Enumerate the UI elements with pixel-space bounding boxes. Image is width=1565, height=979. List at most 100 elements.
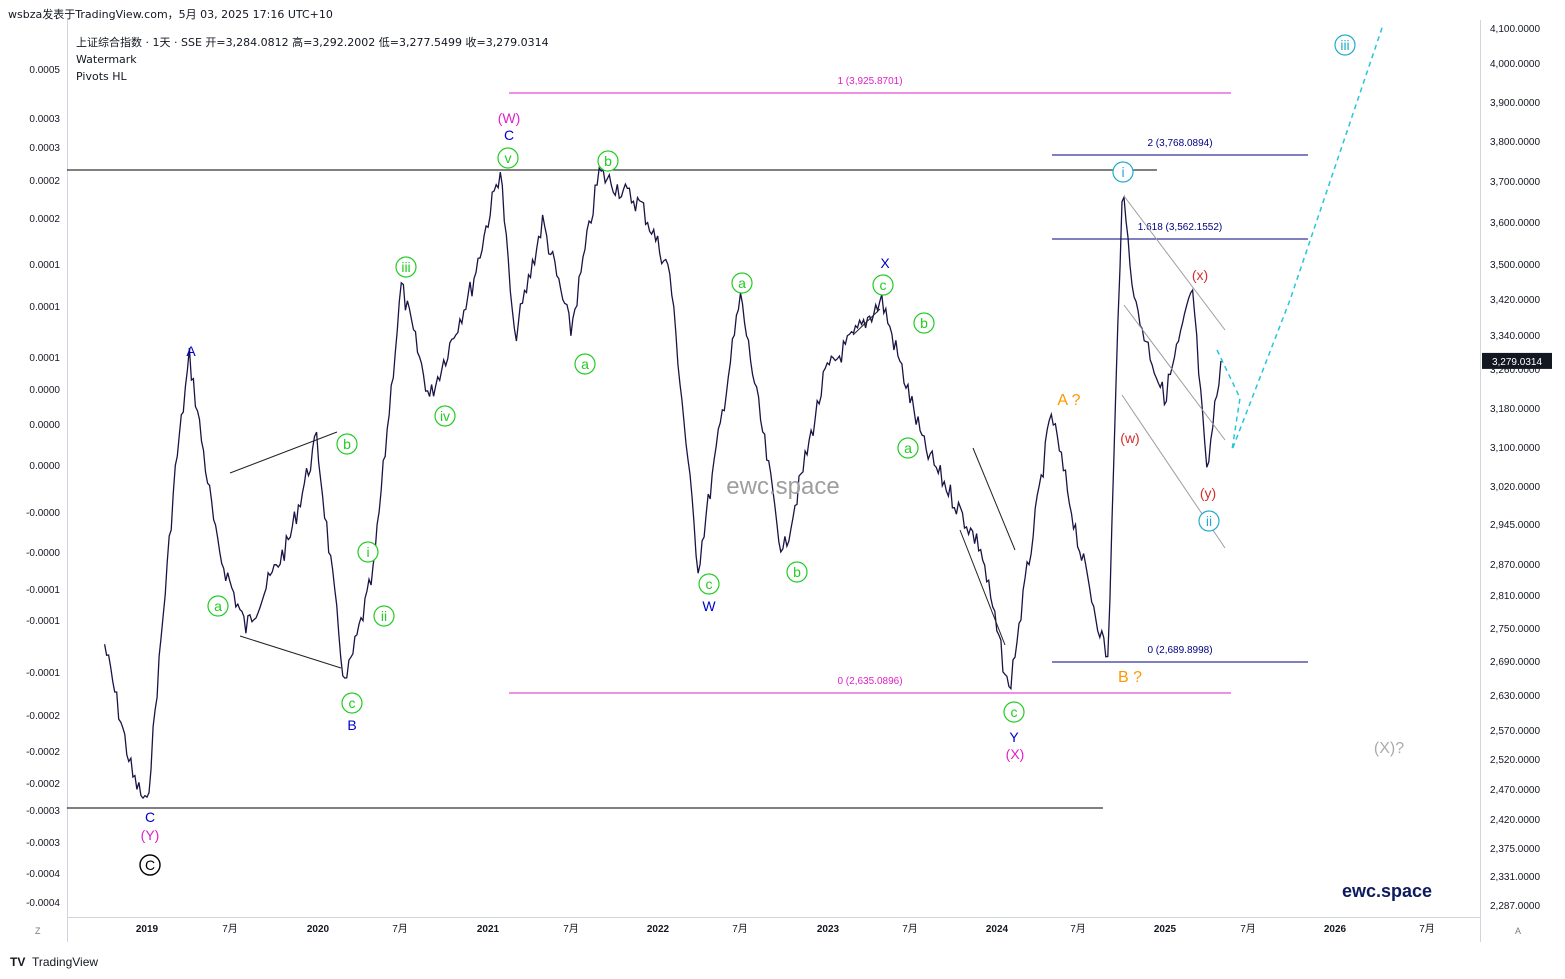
right-tick-label: 2,520.0000 [1490,755,1540,766]
wave-circle [1334,34,1356,56]
trend-line [972,447,1016,551]
projection-path [1216,24,1384,451]
wave-label: (W) [498,110,521,126]
x-tick-label: 7月 [1070,923,1086,935]
x-tick-label: 7月 [1419,923,1435,935]
right-tick-label: 2,287.0000 [1490,901,1540,912]
publish-header: wsbza发表于TradingView.com，5月 03, 2025 17:1… [0,0,1565,21]
tradingview-brand[interactable]: TradingView [32,955,99,969]
time-axis[interactable] [67,917,1480,943]
right-tick-label: 2,945.0000 [1490,520,1540,531]
right-tick-label: 2,690.0000 [1490,657,1540,668]
legend-pivots[interactable]: Pivots HL [76,70,127,83]
left-tick-label: 0.0002 [29,214,60,225]
left-tick-label: -0.0004 [26,869,60,880]
wave-label: a [214,598,222,614]
fib-level-label: 1.618 (3,562.1552) [1138,222,1223,233]
left-tick-label: 0.0001 [29,260,60,271]
wave-circle [336,433,358,455]
symbol-ohlc[interactable]: 上证综合指数 · 1天 · SSE 开=3,284.0812 高=3,292.2… [76,36,549,49]
wave-circle [395,256,417,278]
wave-label: b [343,436,351,452]
wave-circle [1003,701,1025,723]
left-tick-label: 0.0000 [29,385,60,396]
legend: 上证综合指数 · 1天 · SSE 开=3,284.0812 高=3,292.2… [76,34,549,85]
wave-label: ii [381,608,387,624]
left-tick-label: -0.0003 [26,838,60,849]
wave-label: a [738,275,746,291]
right-tick-label: 3,020.0000 [1490,482,1540,493]
left-tick-label: 0.0001 [29,353,60,364]
left-tick-label: -0.0001 [26,616,60,627]
wave-circle [597,150,619,172]
wave-label: B [347,717,356,733]
wave-label: iv [440,408,450,424]
right-tick-label: 2,870.0000 [1490,560,1540,571]
log-scale-toggle[interactable]: Z [35,926,41,936]
left-tick-label: -0.0000 [26,548,60,559]
wave-circle [786,561,808,583]
right-tick-label: 2,331.0000 [1490,872,1540,883]
footer: TV TradingView [0,950,1565,979]
wave-label: a [581,356,589,372]
left-tick-label: 0.0001 [29,302,60,313]
right-tick-label: 3,100.0000 [1490,443,1540,454]
right-tick-label: 2,750.0000 [1490,624,1540,635]
x-tick-label: 7月 [563,923,579,935]
wave-circle [207,595,229,617]
right-tick-label: 3,800.0000 [1490,137,1540,148]
wave-label: c [706,576,713,592]
right-tick-label: 2,810.0000 [1490,591,1540,602]
wave-label: X [880,255,890,271]
wave-circle [357,541,379,563]
wave-label: ii [1206,513,1212,529]
x-tick-label: 2022 [647,924,670,935]
right-tick-label: 4,000.0000 [1490,59,1540,70]
wave-circle [731,272,753,294]
wave-circle [341,692,363,714]
tradingview-logo-icon[interactable]: TV [10,955,26,969]
left-price-axis[interactable] [0,20,68,942]
x-tick-label: 2020 [307,924,330,935]
right-tick-label: 3,600.0000 [1490,218,1540,229]
left-tick-label: -0.0001 [26,585,60,596]
left-tick-label: 0.0003 [29,114,60,125]
wave-circle [574,353,596,375]
right-tick-label: 3,180.0000 [1490,404,1540,415]
right-price-axis[interactable] [1480,20,1565,942]
left-tick-label: 0.0002 [29,176,60,187]
wave-label: (x) [1192,267,1208,283]
x-tick-label: 2025 [1154,924,1177,935]
left-tick-label: 0.0003 [29,143,60,154]
publish-line: wsbza发表于TradingView.com，5月 03, 2025 17:1… [8,8,333,21]
trend-line [852,308,881,336]
left-tick-label: -0.0002 [26,747,60,758]
x-tick-label: 7月 [392,923,408,935]
wave-circle [913,312,935,334]
legend-watermark[interactable]: Watermark [76,53,137,66]
x-tick-label: 2024 [986,924,1009,935]
wave-label: (y) [1200,485,1216,501]
wave-label: i [1121,164,1124,180]
wave-circle [1198,510,1220,532]
trend-line [1123,304,1226,441]
left-tick-label: -0.0002 [26,711,60,722]
wave-label: A [186,343,196,359]
auto-scale-toggle[interactable]: A [1515,926,1522,936]
right-tick-label: 3,340.0000 [1490,331,1540,342]
fib-level-label: 1 (3,925.8701) [837,76,902,87]
x-tick-label: 2021 [477,924,500,935]
left-tick-label: 0.0000 [29,420,60,431]
left-tick-label: -0.0000 [26,508,60,519]
left-tick-label: -0.0002 [26,779,60,790]
right-tick-label: 2,470.0000 [1490,785,1540,796]
wave-label: i [366,544,369,560]
right-tick-label: 3,420.0000 [1490,295,1540,306]
wave-label: b [604,153,612,169]
wave-label: v [505,150,512,166]
trend-line [1123,195,1226,331]
fib-level-label: 2 (3,768.0894) [1147,138,1212,149]
right-tick-label: 4,100.0000 [1490,24,1540,35]
left-tick-label: -0.0004 [26,898,60,909]
